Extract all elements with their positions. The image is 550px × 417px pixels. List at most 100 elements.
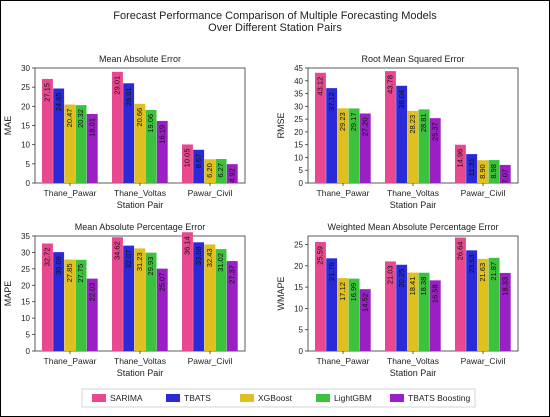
- bar-value-label: 14.96: [456, 149, 465, 168]
- panel-title: Weighted Mean Absolute Percentage Error: [328, 222, 499, 232]
- x-axis-label: Station Pair: [390, 200, 437, 210]
- bar-value-label: 29.17: [349, 112, 358, 131]
- bar-value-label: 4.92: [227, 168, 236, 183]
- bar-xgboost-thane-voltas: [407, 272, 419, 351]
- bar-lightgbm-thane-voltas: [145, 109, 157, 183]
- bar-xgboost-pawar-civil: [477, 258, 489, 351]
- bar-tbats-thane-voltas: [396, 264, 408, 351]
- legend-item-xgboost: XGBoost: [240, 393, 293, 403]
- panel-title: Mean Absolute Percentage Error: [75, 222, 206, 232]
- bar-tbats-thane-voltas: [396, 85, 408, 183]
- y-tick-label: 30: [21, 248, 30, 257]
- bar-value-label: 7.07: [500, 169, 509, 184]
- y-tick-label: 10: [21, 141, 30, 150]
- bar-value-label: 6.20: [205, 163, 214, 178]
- legend-swatch: [92, 394, 106, 402]
- x-tick-label: Thane_Voltas: [387, 356, 439, 366]
- bar-value-label: 18.33: [500, 277, 509, 296]
- y-tick-label: 0: [299, 179, 304, 188]
- legend-frame: [81, 388, 476, 408]
- bar-xgboost-thane-pawar: [64, 104, 76, 183]
- bar-value-label: 20.47: [65, 109, 74, 128]
- y-tick-label: 15: [21, 298, 30, 307]
- y-tick-label: 30: [294, 102, 303, 111]
- bar-value-label: 27.85: [65, 263, 74, 282]
- bar-sarima-thane-pawar: [315, 72, 326, 183]
- bar-xgboost-thane-pawar: [337, 278, 349, 351]
- bar-value-label: 28.81: [419, 113, 428, 132]
- bar-tbats-boosting-pawar-civil: [499, 164, 511, 183]
- bar-lightgbm-thane-pawar: [348, 108, 360, 183]
- bar-tbats-boosting-pawar-civil: [226, 164, 238, 183]
- y-tick-label: 35: [294, 90, 303, 99]
- legend-swatch: [316, 394, 330, 402]
- legend-label: TBATS Boosting: [408, 393, 470, 403]
- bar-tbats-boosting-thane-voltas: [156, 120, 168, 183]
- y-tick-label: 10: [21, 314, 30, 323]
- bar-tbats-boosting-pawar-civil: [499, 272, 511, 351]
- x-tick-label: Pawar_Civil: [461, 356, 506, 366]
- bar-value-label: 27.15: [43, 83, 52, 102]
- bar-value-label: 18.01: [87, 118, 96, 137]
- legend-item-lightgbm: LightGBM: [316, 393, 372, 403]
- bar-value-label: 28.23: [408, 115, 417, 134]
- bar-value-label: 19.06: [146, 114, 155, 133]
- bar-value-label: 24.65: [54, 93, 63, 112]
- bar-sarima-thane-pawar: [315, 242, 326, 351]
- panel-mape: Mean Absolute Percentage Error 0 5 10 15 20 25…: [3, 222, 246, 378]
- bar-xgboost-thane-voltas: [134, 103, 146, 183]
- bar-value-label: 25.37: [430, 122, 439, 141]
- y-tick-label: 15: [294, 283, 303, 292]
- panel-title: Mean Absolute Error: [99, 54, 181, 64]
- bar-value-label: 29.23: [338, 112, 347, 131]
- bar-tbats-boosting-thane-pawar: [86, 113, 98, 183]
- bar-value-label: 22.03: [87, 283, 96, 302]
- x-tick-label: Pawar_Civil: [188, 188, 233, 198]
- bar-tbats-boosting-pawar-civil: [226, 261, 238, 351]
- x-tick-label: Pawar_Civil: [188, 356, 233, 366]
- legend-swatch: [390, 394, 404, 402]
- bar-value-label: 16.58: [430, 284, 439, 303]
- bar-sarima-thane-voltas: [112, 237, 123, 351]
- bar-sarima-thane-voltas: [385, 261, 396, 351]
- y-axis-label: MAE: [3, 116, 13, 136]
- y-tick-label: 25: [21, 83, 30, 92]
- y-tick-label: 45: [294, 64, 303, 73]
- x-tick-label: Thane_Voltas: [114, 356, 166, 366]
- bar-value-label: 8.90: [478, 164, 487, 179]
- bar-xgboost-thane-pawar: [64, 259, 76, 351]
- bar-tbats-pawar-civil: [466, 250, 478, 351]
- bar-sarima-pawar-civil: [182, 144, 193, 183]
- bar-sarima-thane-voltas: [385, 71, 396, 183]
- x-tick-label: Thane_Voltas: [114, 188, 166, 198]
- bar-xgboost-thane-voltas: [134, 248, 146, 351]
- panel-title: Root Mean Squared Error: [361, 54, 464, 64]
- bar-sarima-pawar-civil: [182, 232, 193, 351]
- bar-tbats-pawar-civil: [193, 149, 205, 183]
- legend-label: TBATS: [184, 393, 211, 403]
- bar-value-label: 29.93: [146, 257, 155, 276]
- y-tick-label: 0: [299, 347, 304, 356]
- bar-value-label: 32.07: [124, 250, 133, 269]
- legend-swatch: [240, 394, 254, 402]
- x-tick-label: Thane_Pawar: [44, 356, 97, 366]
- legend-swatch: [166, 394, 180, 402]
- y-tick-label: 15: [294, 141, 303, 150]
- bar-value-label: 36.14: [183, 236, 192, 255]
- bar-value-label: 27.37: [227, 265, 236, 284]
- x-tick-label: Thane_Voltas: [387, 188, 439, 198]
- bar-value-label: 30.09: [54, 256, 63, 275]
- bar-value-label: 21.76: [327, 262, 336, 281]
- x-tick-label: Thane_Pawar: [317, 356, 370, 366]
- bar-tbats-thane-pawar: [53, 88, 65, 183]
- bar-value-label: 25.07: [157, 273, 166, 292]
- legend-item-tbats-boosting: TBATS Boosting: [390, 393, 470, 403]
- bar-tbats-thane-pawar: [326, 258, 338, 351]
- bar-tbats-boosting-thane-pawar: [86, 278, 98, 351]
- y-tick-label: 20: [21, 102, 30, 111]
- y-tick-label: 25: [294, 241, 303, 250]
- bar-value-label: 20.25: [397, 269, 406, 288]
- y-axis-label: WMAPE: [276, 276, 286, 310]
- bar-tbats-thane-voltas: [123, 245, 135, 351]
